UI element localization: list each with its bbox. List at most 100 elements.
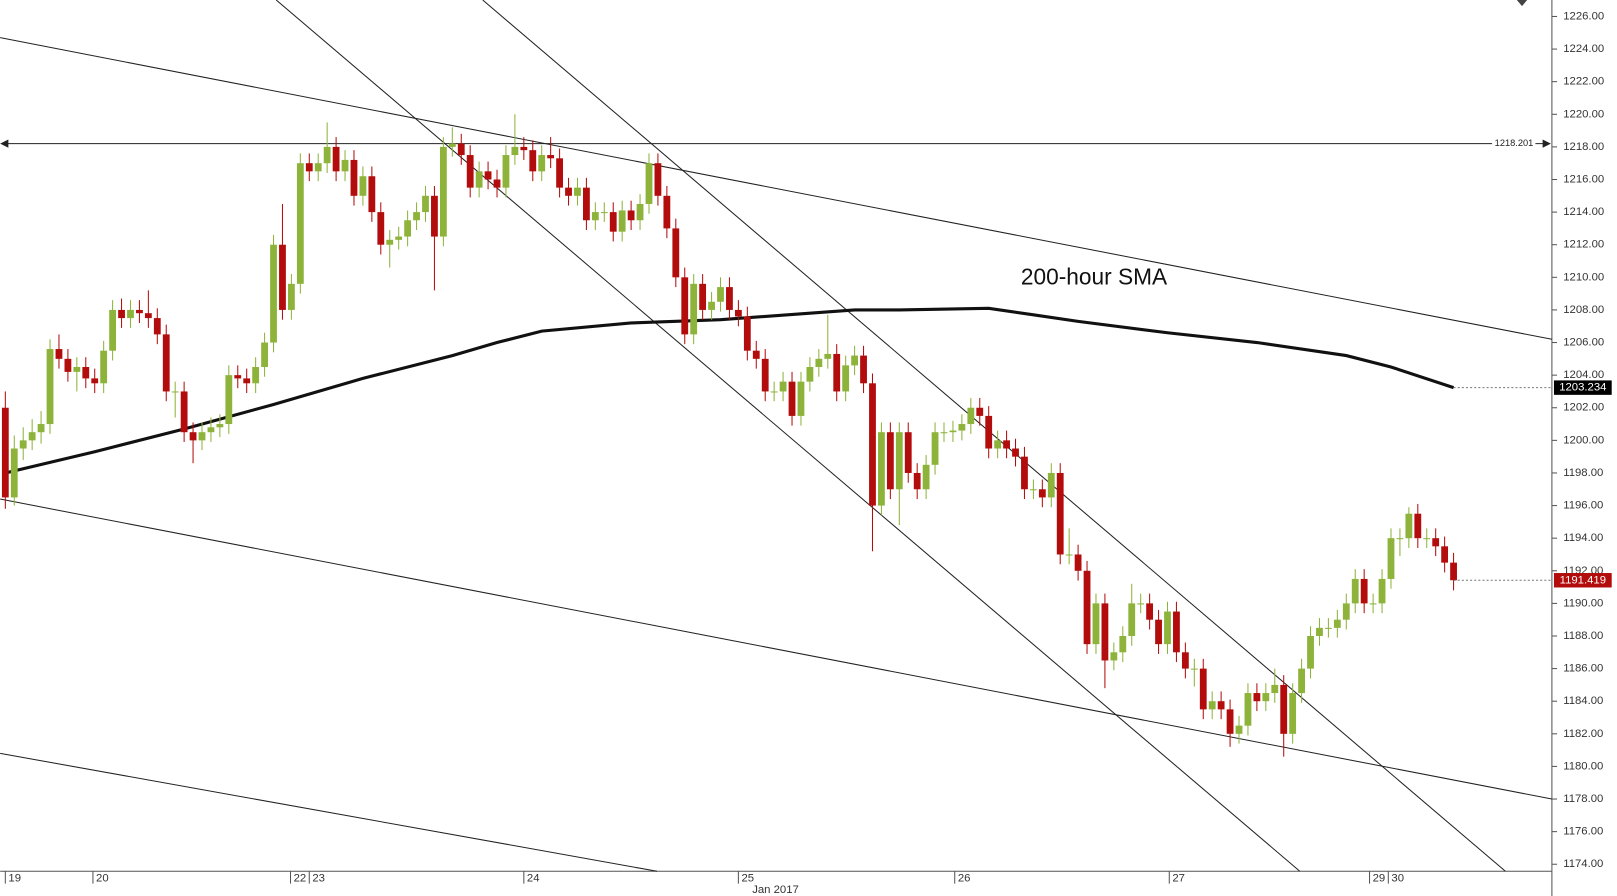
- candle-body: [1298, 668, 1305, 694]
- candle-body: [341, 159, 349, 172]
- trendline: [0, 752, 658, 872]
- candle-body: [37, 424, 45, 433]
- candle-body: [466, 155, 474, 188]
- candle-body: [520, 146, 528, 151]
- candle-body: [842, 365, 850, 392]
- sma-annotation: 200-hour SMA: [1021, 263, 1168, 289]
- candle-body: [1307, 635, 1314, 669]
- y-tick-label: 1204.00: [1563, 369, 1604, 381]
- candle-body: [743, 316, 751, 351]
- y-tick-label: 1180.00: [1563, 760, 1603, 772]
- candle-body: [1217, 701, 1225, 710]
- candle-body: [511, 146, 519, 156]
- candle-body: [73, 366, 81, 372]
- price-tag-label: 1191.419: [1560, 574, 1606, 586]
- candle-body: [654, 163, 662, 196]
- candle-body: [1110, 652, 1118, 661]
- candle-body: [153, 318, 161, 335]
- candle-body: [1208, 701, 1216, 710]
- candle-body: [359, 176, 367, 196]
- candle-body: [404, 220, 412, 237]
- candle-body: [574, 187, 581, 196]
- candle-body: [234, 375, 242, 379]
- candle-body: [976, 407, 984, 416]
- y-tick-label: 1224.00: [1563, 43, 1604, 55]
- candle-body: [1351, 578, 1359, 604]
- candle-body: [1289, 693, 1297, 734]
- candle-body: [699, 283, 707, 310]
- level-label: 1218.201: [1495, 138, 1534, 148]
- candle-body: [806, 366, 814, 382]
- sma-line: [4, 306, 1455, 475]
- candle-body: [1414, 513, 1422, 539]
- candle-body: [1369, 603, 1377, 605]
- candle-body: [958, 424, 966, 431]
- candle-body: [46, 349, 54, 425]
- candle-body: [252, 366, 260, 384]
- x-tick-label: 19: [8, 872, 21, 884]
- candle-body: [422, 195, 429, 213]
- candle-body: [1173, 611, 1180, 653]
- y-tick-label: 1188.00: [1563, 630, 1603, 642]
- candle-body: [815, 358, 823, 367]
- candle-body: [770, 391, 778, 393]
- candle-body: [726, 287, 733, 310]
- y-tick-label: 1176.00: [1563, 826, 1603, 838]
- candle-body: [189, 432, 197, 441]
- candle-body: [1012, 448, 1019, 457]
- candle-body: [860, 355, 867, 384]
- candle-body: [851, 355, 859, 366]
- candle-body: [1316, 627, 1323, 636]
- candle-body: [1262, 693, 1270, 702]
- y-tick-label: 1218.00: [1563, 141, 1604, 153]
- candle-body: [243, 378, 251, 384]
- candle-body: [1003, 440, 1010, 449]
- price-tag-label: 1203.234: [1559, 382, 1606, 394]
- candle-body: [1181, 652, 1189, 669]
- y-tick-label: 1174.00: [1563, 858, 1603, 870]
- candle-body: [493, 179, 501, 188]
- candle-body: [1119, 635, 1127, 653]
- candle-body: [1441, 546, 1449, 563]
- candle-body: [994, 440, 1002, 449]
- candle-body: [752, 350, 760, 359]
- candle-body: [609, 212, 617, 232]
- x-tick-label: 20: [96, 872, 109, 884]
- candle-body: [600, 212, 608, 214]
- candle-body: [1101, 603, 1109, 661]
- candle-body: [1271, 684, 1279, 694]
- candle-body: [180, 391, 188, 433]
- candle-body: [1199, 668, 1207, 710]
- candle-body: [690, 283, 698, 335]
- candle-body: [967, 407, 975, 425]
- candle-body: [922, 464, 930, 490]
- candle-body: [940, 432, 948, 434]
- trendline: [0, 498, 1552, 800]
- menu-arrow[interactable]: [1516, 0, 1528, 7]
- candle-body: [583, 187, 590, 221]
- candle-body: [1387, 538, 1395, 579]
- candle-body: [377, 212, 385, 245]
- candle-body: [144, 313, 152, 319]
- candle-body: [1432, 538, 1440, 547]
- candle-body: [413, 212, 420, 221]
- candle-body: [1047, 472, 1055, 498]
- y-tick-label: 1190.00: [1563, 597, 1603, 609]
- y-tick-label: 1182.00: [1563, 728, 1603, 740]
- candle-body: [64, 358, 72, 372]
- candle-body: [797, 381, 805, 416]
- candle-body: [1190, 668, 1198, 670]
- level-arrow: [0, 139, 9, 148]
- candle-body: [878, 432, 885, 506]
- candle-body: [904, 432, 912, 473]
- candle-body: [395, 236, 403, 240]
- candle-body: [1146, 603, 1154, 620]
- y-tick-label: 1216.00: [1563, 174, 1604, 186]
- candle-body: [1128, 603, 1136, 636]
- x-tick-label: 22: [294, 872, 307, 884]
- candle-body: [1333, 619, 1341, 628]
- x-tick-label: 24: [527, 872, 540, 884]
- y-tick-label: 1196.00: [1563, 500, 1603, 512]
